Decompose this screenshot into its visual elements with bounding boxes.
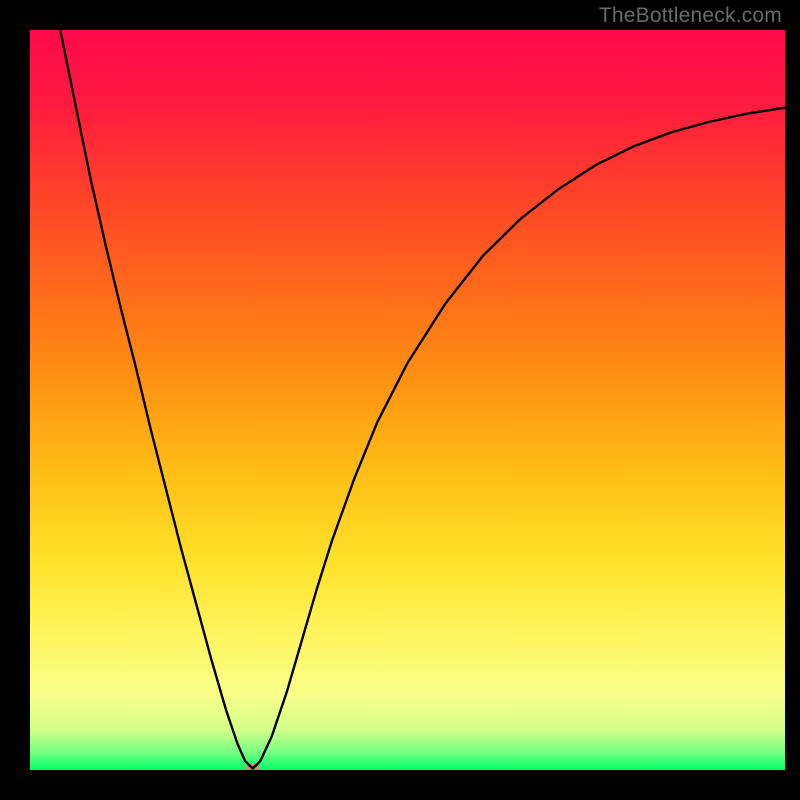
chart-curve-svg [30,30,785,770]
chart-wrapper: TheBottleneck.com [0,0,800,800]
watermark-text: TheBottleneck.com [599,4,782,28]
chart-plot-area [30,30,785,770]
chart-curve-path [60,30,785,769]
